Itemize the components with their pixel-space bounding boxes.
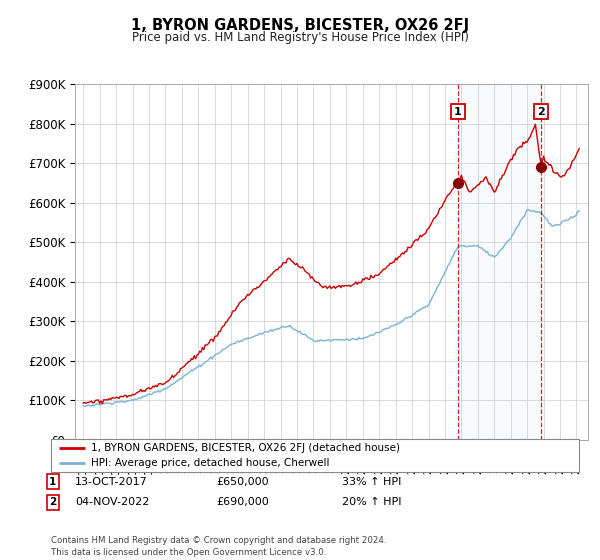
Text: £690,000: £690,000 xyxy=(216,497,269,507)
Text: 1, BYRON GARDENS, BICESTER, OX26 2FJ (detached house): 1, BYRON GARDENS, BICESTER, OX26 2FJ (de… xyxy=(91,443,400,453)
Text: HPI: Average price, detached house, Cherwell: HPI: Average price, detached house, Cher… xyxy=(91,458,329,468)
Text: 2: 2 xyxy=(49,497,56,507)
FancyBboxPatch shape xyxy=(51,439,579,472)
Text: £650,000: £650,000 xyxy=(216,477,269,487)
Text: 13-OCT-2017: 13-OCT-2017 xyxy=(75,477,148,487)
Text: 1, BYRON GARDENS, BICESTER, OX26 2FJ: 1, BYRON GARDENS, BICESTER, OX26 2FJ xyxy=(131,18,469,33)
Text: 1: 1 xyxy=(454,106,462,116)
Text: 04-NOV-2022: 04-NOV-2022 xyxy=(75,497,149,507)
Text: 2: 2 xyxy=(537,106,545,116)
Text: Price paid vs. HM Land Registry's House Price Index (HPI): Price paid vs. HM Land Registry's House … xyxy=(131,31,469,44)
Text: 1: 1 xyxy=(49,477,56,487)
Text: 33% ↑ HPI: 33% ↑ HPI xyxy=(342,477,401,487)
Text: Contains HM Land Registry data © Crown copyright and database right 2024.
This d: Contains HM Land Registry data © Crown c… xyxy=(51,536,386,557)
Text: 20% ↑ HPI: 20% ↑ HPI xyxy=(342,497,401,507)
Bar xyxy=(458,84,541,440)
